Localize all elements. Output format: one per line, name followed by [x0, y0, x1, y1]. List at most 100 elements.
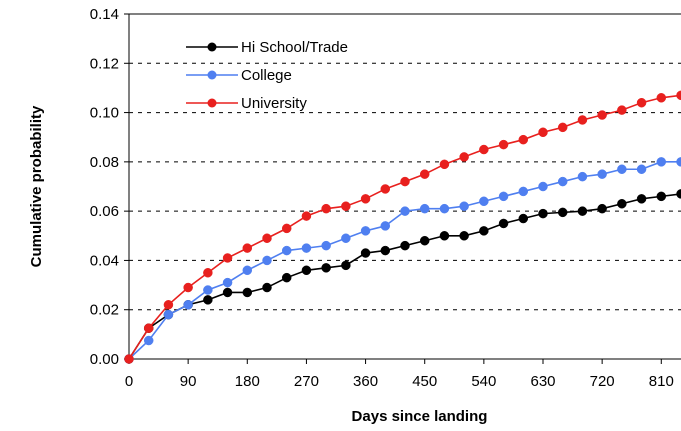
data-point: [597, 110, 607, 120]
data-point: [183, 300, 193, 310]
y-tick-label: 0.06: [90, 203, 119, 220]
data-point: [301, 265, 312, 276]
data-point: [203, 295, 213, 305]
data-point: [439, 203, 450, 214]
data-point: [636, 164, 647, 174]
data-point: [203, 285, 213, 295]
data-point: [419, 169, 430, 179]
legend: Hi School/Trade College University: [186, 39, 348, 112]
data-point: [557, 176, 568, 187]
data-point: [242, 287, 253, 298]
legend-marker: [207, 98, 217, 108]
data-point: [419, 203, 430, 214]
data-point: [222, 287, 233, 298]
data-point: [459, 231, 469, 241]
data-point: [203, 268, 213, 278]
data-point: [498, 218, 509, 229]
x-tick-label: 180: [235, 373, 260, 390]
data-point: [242, 265, 253, 276]
data-point: [262, 233, 272, 243]
data-point: [281, 223, 292, 234]
data-point: [419, 235, 430, 246]
data-point: [479, 226, 489, 236]
legend-label: University: [241, 95, 307, 112]
data-point: [557, 122, 568, 133]
data-point: [341, 260, 351, 271]
data-point: [341, 201, 351, 211]
y-tick-label: 0.12: [90, 55, 119, 72]
data-point: [518, 186, 529, 197]
data-point: [557, 207, 568, 218]
x-tick-label: 0: [125, 373, 133, 390]
data-point: [617, 199, 627, 209]
data-point: [479, 144, 489, 155]
y-tick-label: 0.10: [90, 105, 119, 122]
legend-label: Hi School/Trade: [241, 39, 348, 56]
x-tick-label: 810: [649, 373, 674, 390]
series-2: [124, 90, 681, 364]
data-point: [143, 323, 154, 333]
x-tick-label: 360: [353, 373, 378, 390]
series-0: [124, 189, 681, 364]
data-point: [380, 221, 391, 231]
data-point: [577, 171, 588, 182]
y-tick-label: 0.00: [90, 351, 119, 368]
series-line: [128, 193, 681, 360]
data-point: [301, 243, 312, 253]
data-point: [459, 201, 469, 211]
data-point: [479, 196, 489, 207]
data-point: [400, 206, 410, 216]
legend-label: College: [241, 67, 292, 84]
data-point: [636, 97, 647, 108]
data-point: [143, 335, 154, 346]
data-point: [597, 203, 607, 214]
data-point: [577, 115, 588, 125]
gridlines: [129, 13, 681, 311]
data-point: [577, 206, 588, 216]
y-tick-label: 0.04: [90, 252, 119, 269]
tick-labels: 0.00 0.02 0.04 0.06 0.08 0.10 0.12 0.14 0 90 180 27…: [90, 6, 674, 390]
x-tick-label: 270: [294, 373, 319, 390]
data-point: [163, 300, 174, 310]
data-point: [400, 176, 410, 187]
data-point: [341, 233, 351, 243]
data-point: [242, 243, 253, 253]
data-point: [656, 157, 667, 167]
series-lines: [124, 90, 681, 364]
x-tick-label: 630: [530, 373, 555, 390]
data-point: [124, 354, 134, 364]
data-point: [380, 245, 391, 256]
data-point: [656, 191, 667, 202]
data-point: [360, 248, 371, 258]
legend-entry: University: [186, 95, 307, 112]
data-point: [676, 90, 681, 101]
x-tick-label: 540: [471, 373, 496, 390]
data-point: [459, 152, 469, 162]
data-point: [617, 105, 627, 115]
data-point: [538, 208, 548, 219]
data-point: [321, 240, 331, 251]
data-point: [321, 263, 331, 273]
x-axis-title: Days since landing: [352, 408, 488, 425]
data-point: [360, 194, 371, 204]
y-axis-title: Cumulative probability: [28, 105, 45, 267]
series-line: [128, 94, 681, 360]
data-point: [262, 282, 272, 293]
data-point: [163, 309, 174, 320]
data-point: [498, 191, 509, 202]
data-point: [262, 255, 272, 266]
legend-marker: [207, 42, 217, 52]
legend-marker: [207, 70, 217, 80]
data-point: [301, 211, 312, 221]
data-point: [518, 134, 529, 145]
legend-entry: Hi School/Trade: [186, 39, 348, 56]
data-point: [321, 203, 331, 214]
data-point: [617, 164, 627, 174]
data-point: [183, 282, 193, 293]
data-point: [439, 231, 450, 241]
data-point: [400, 240, 410, 251]
x-tick-label: 90: [180, 373, 197, 390]
data-point: [439, 159, 450, 170]
y-tick-label: 0.02: [90, 302, 119, 319]
data-point: [281, 245, 292, 256]
